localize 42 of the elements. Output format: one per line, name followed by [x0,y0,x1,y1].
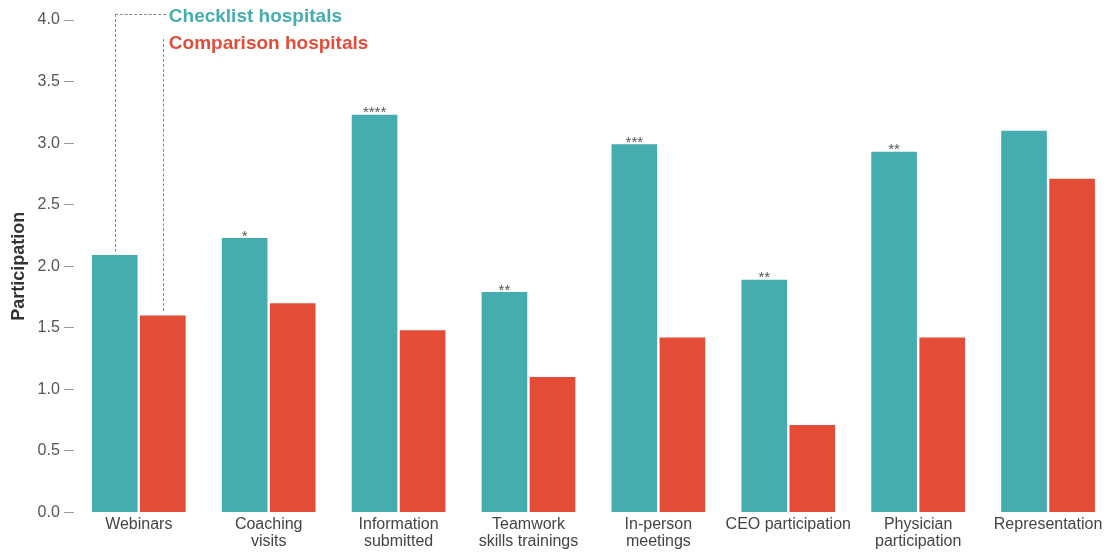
x-tick-label: Teamwork skills trainings [478,515,579,550]
y-tick-label: 4.0 [37,10,60,28]
text: Checklist hospitals [168,4,343,28]
bar [481,292,528,512]
y-axis-title: Participation [7,211,28,321]
y-tick-label: 1.0 [37,379,60,397]
annotation: ** [888,140,901,158]
y-tick-label: 0.5 [37,441,60,459]
bar [91,255,138,512]
bar [741,279,788,512]
annotation: **** [362,103,387,121]
x-tick-label: In-person meetings [624,515,693,550]
bar [611,144,658,512]
bar [919,337,966,512]
bar [351,114,398,512]
x-tick-label: CEO participation [725,515,851,533]
x-tick-label: Physician participation [875,515,962,550]
bar [269,303,316,512]
annotation: * [241,226,248,244]
bar [399,330,446,512]
x-tick-label: Coaching visits [234,515,303,550]
y-tick-label: 3.5 [37,71,60,89]
bar [221,237,268,512]
x-tick-label: Information submitted [358,515,439,550]
y-tick-label: 0.0 [37,502,60,520]
annotation: ** [758,268,771,286]
bar [139,315,186,512]
y-tick-label: 3.0 [37,133,60,151]
annotation: ** [498,280,511,298]
bar [1049,178,1095,512]
x-tick-label: Webinars [105,515,173,533]
bar [659,337,706,512]
bar [1001,130,1047,512]
y-tick-label: 2.0 [37,256,60,274]
bar [871,151,917,512]
x-tick-label: Representation [993,515,1103,533]
text: Comparison hospitals [168,31,369,55]
bar [789,425,836,512]
y-tick-label: 2.5 [37,195,60,213]
bar [529,376,576,512]
y-tick-label: 1.5 [37,318,60,336]
annotation: *** [625,132,644,150]
